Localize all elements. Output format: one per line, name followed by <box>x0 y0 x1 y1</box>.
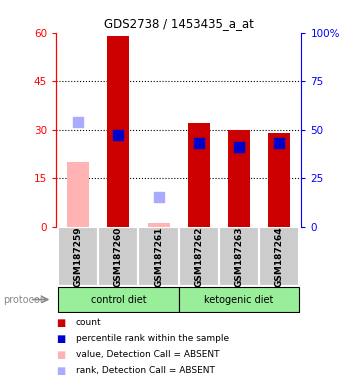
Text: GSM187262: GSM187262 <box>194 226 203 286</box>
Text: protocol: protocol <box>4 295 43 305</box>
Text: rank, Detection Call = ABSENT: rank, Detection Call = ABSENT <box>76 366 215 376</box>
Text: GSM187263: GSM187263 <box>235 226 244 286</box>
Point <box>116 132 121 139</box>
Bar <box>58 227 98 286</box>
Text: count: count <box>76 318 101 327</box>
Bar <box>58 286 179 313</box>
Bar <box>98 227 139 286</box>
Bar <box>179 227 219 286</box>
Bar <box>139 227 179 286</box>
Point <box>156 194 161 200</box>
Text: ■: ■ <box>56 334 65 344</box>
Text: ■: ■ <box>56 318 65 328</box>
Bar <box>67 162 89 227</box>
Bar <box>228 130 250 227</box>
Text: value, Detection Call = ABSENT: value, Detection Call = ABSENT <box>76 350 219 359</box>
Point <box>236 144 242 150</box>
Bar <box>268 133 290 227</box>
Point <box>277 140 282 146</box>
Bar <box>107 36 129 227</box>
Text: ■: ■ <box>56 366 65 376</box>
Title: GDS2738 / 1453435_a_at: GDS2738 / 1453435_a_at <box>104 17 254 30</box>
Bar <box>179 286 299 313</box>
Bar <box>259 227 299 286</box>
Text: percentile rank within the sample: percentile rank within the sample <box>76 334 229 343</box>
Text: ■: ■ <box>56 350 65 360</box>
Bar <box>188 123 210 227</box>
Bar <box>219 227 259 286</box>
Bar <box>148 223 170 227</box>
Point <box>75 119 81 125</box>
Text: GSM187261: GSM187261 <box>154 226 163 286</box>
Text: ketogenic diet: ketogenic diet <box>204 295 274 305</box>
Text: control diet: control diet <box>91 295 146 305</box>
Text: GSM187264: GSM187264 <box>275 226 284 286</box>
Text: GSM187260: GSM187260 <box>114 226 123 286</box>
Text: GSM187259: GSM187259 <box>74 226 83 286</box>
Point <box>196 140 202 146</box>
